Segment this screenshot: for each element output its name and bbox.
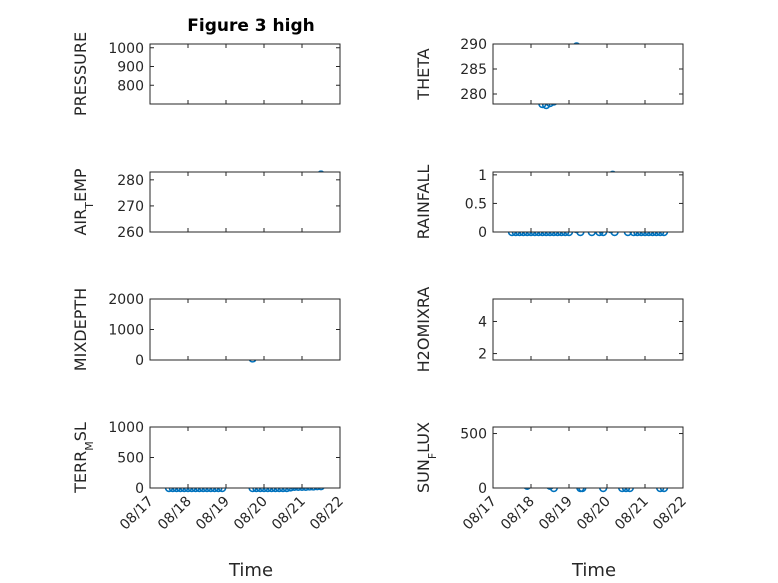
x-tick-label: 08/20 (231, 494, 271, 534)
y-label-main: PRESSURE (71, 32, 90, 116)
y-tick-label: 500 (460, 427, 487, 443)
y-axis-label-h2omixra: H2OMIXRA (414, 287, 433, 373)
x-tick-label: 08/17 (117, 494, 157, 534)
y-label-subscript: T (83, 202, 96, 210)
y-tick-label: 1000 (108, 323, 144, 339)
x-tick-label: 08/20 (574, 494, 614, 534)
x-tick-label: 08/18 (498, 494, 538, 534)
y-tick-label: 0 (478, 481, 487, 497)
y-tick-label: 800 (117, 78, 144, 94)
y-tick-label: 1000 (108, 41, 144, 57)
y-label-main: RAINFALL (414, 165, 433, 240)
y-label-suffix: EMP (71, 168, 90, 202)
y-tick-label: 1000 (108, 420, 144, 436)
y-tick-label: 0 (135, 481, 144, 497)
figure-title: Figure 3 high (187, 16, 315, 36)
y-axis-label-rainfall: RAINFALL (414, 165, 433, 240)
y-axis-label-sun_flux: SUNFLUX (414, 422, 439, 493)
y-label-subscript: F (426, 453, 439, 459)
y-tick-label: 0 (478, 225, 487, 241)
panel-air_temp: 260 270 280 AIRTEMP (71, 168, 341, 241)
x-axis-label-right: Time (571, 560, 616, 581)
panel-h2omixra: 2 4 H2OMIXRA (414, 287, 684, 373)
y-tick-label: 285 (460, 62, 487, 78)
panel-mixdepth: 0 1000 2000 MIXDEPTH (71, 288, 341, 371)
axes-frame (149, 43, 341, 105)
y-tick-label: 0.5 (465, 196, 487, 212)
axes-frame (149, 426, 341, 489)
x-tick-label: 08/21 (269, 494, 309, 534)
y-label-main: SUN (414, 459, 433, 493)
y-tick-label: 4 (478, 314, 487, 330)
axes-frame (492, 171, 684, 233)
y-axis-label-air_temp: AIRTEMP (71, 168, 96, 235)
y-label-main: AIR (71, 209, 90, 236)
y-tick-label: 500 (117, 451, 144, 467)
y-axis-label-pressure: PRESSURE (71, 32, 90, 116)
y-tick-label: 290 (460, 37, 487, 53)
x-tick-label: 08/21 (612, 494, 652, 534)
y-axis-label-terr_msl: TERRMSL (71, 422, 96, 494)
y-tick-label: 900 (117, 60, 144, 76)
y-tick-label: 2000 (108, 292, 144, 308)
y-label-suffix: LUX (414, 422, 433, 453)
x-axis-label-left: Time (228, 560, 273, 581)
x-tick-label: 08/17 (460, 494, 500, 534)
y-label-main: THETA (414, 48, 433, 100)
y-axis-label-mixdepth: MIXDEPTH (71, 288, 90, 371)
y-tick-label: 260 (117, 225, 144, 241)
x-tick-label: 08/22 (307, 494, 347, 534)
panel-theta: 280 285 290 THETA (414, 37, 684, 110)
panel-pressure: 800 900 1000 PRESSURE (71, 32, 341, 116)
x-tick-label: 08/19 (193, 494, 233, 534)
axes-frame (149, 298, 341, 361)
y-tick-label: 1 (478, 168, 487, 184)
x-tick-label: 08/22 (650, 494, 690, 534)
axes-frame (149, 171, 341, 233)
y-axis-label-theta: THETA (414, 48, 433, 100)
y-label-suffix: SL (71, 422, 90, 441)
panel-rainfall: 0 0.5 1 RAINFALL (414, 165, 684, 241)
y-label-main: TERR (71, 451, 90, 494)
x-tick-label: 08/19 (536, 494, 576, 534)
y-tick-label: 270 (117, 199, 144, 215)
y-tick-label: 0 (135, 353, 144, 369)
y-label-subscript: M (83, 441, 96, 451)
y-tick-label: 280 (117, 173, 144, 189)
axes-frame (492, 43, 684, 105)
axes-frame (492, 426, 684, 489)
y-label-main: MIXDEPTH (71, 288, 90, 371)
y-label-main: H2OMIXRA (414, 287, 433, 373)
y-tick-label: 280 (460, 87, 487, 103)
axes-frame (492, 298, 684, 361)
x-tick-label: 08/18 (155, 494, 195, 534)
y-tick-label: 2 (478, 347, 487, 363)
